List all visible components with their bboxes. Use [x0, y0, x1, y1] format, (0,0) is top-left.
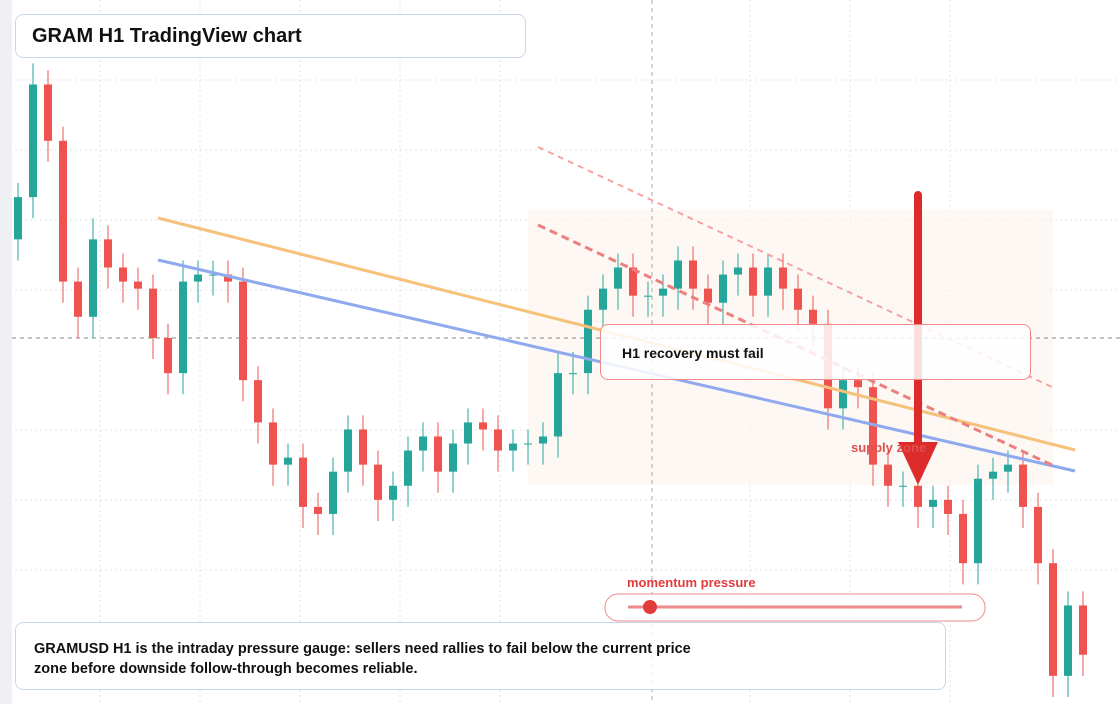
candle-body	[299, 457, 307, 507]
candle-body	[704, 288, 712, 303]
title: GRAM H1 TradingView chart	[15, 14, 526, 58]
candle-body	[719, 274, 727, 303]
candle-body	[839, 380, 847, 409]
candle-body	[194, 274, 202, 282]
caption: GRAMUSD H1 is the intraday pressure gaug…	[15, 622, 946, 690]
candle-body	[359, 429, 367, 465]
candle-body	[689, 260, 697, 289]
candle-body	[854, 380, 862, 388]
candle-body	[884, 464, 892, 486]
candle-body	[569, 373, 577, 375]
candle-body	[179, 281, 187, 374]
candle-body	[434, 436, 442, 472]
candle-body	[539, 436, 547, 444]
candle-body	[989, 471, 997, 479]
candle-body	[494, 429, 502, 451]
candle-body	[164, 337, 172, 374]
candle-body	[209, 274, 217, 276]
candle-body	[974, 478, 982, 564]
caption-text: GRAMUSD H1 is the intraday pressure gaug…	[34, 641, 691, 677]
candle-body	[914, 485, 922, 507]
candle-body	[149, 288, 157, 338]
candle-body	[644, 295, 652, 297]
candle-body	[29, 84, 37, 198]
gauge-knob	[643, 600, 657, 614]
candle-body	[1034, 506, 1042, 564]
candle-body	[89, 239, 97, 317]
candle-body	[389, 485, 397, 500]
candle-body	[104, 239, 112, 268]
candle-body	[254, 380, 262, 423]
candle-body	[1079, 605, 1087, 655]
candle-body	[659, 288, 667, 296]
candle-body	[554, 373, 562, 437]
candle-body	[509, 443, 517, 451]
candle-body	[59, 140, 67, 282]
candle-body	[419, 436, 427, 451]
candle-body	[524, 443, 532, 445]
annotation: supply zone	[851, 440, 926, 455]
candle-body	[269, 422, 277, 465]
annotation: momentum pressure	[627, 575, 756, 590]
candle-body	[764, 267, 772, 296]
annotation: H1 recovery must fail	[600, 324, 1031, 380]
candle-body	[119, 267, 127, 282]
candle-body	[479, 422, 487, 430]
candle-body	[614, 267, 622, 289]
candle-body	[929, 499, 937, 507]
candle-body	[14, 197, 22, 240]
candle-body	[584, 309, 592, 374]
candle-body	[779, 267, 787, 289]
candle-body	[599, 288, 607, 310]
candle-body	[794, 288, 802, 310]
candle-body	[1049, 563, 1057, 676]
candle-body	[134, 281, 142, 289]
candle-body	[899, 485, 907, 487]
candle-body	[374, 464, 382, 500]
candle-body	[944, 499, 952, 514]
candle-body	[1064, 605, 1072, 676]
candle-body	[344, 429, 352, 472]
candle-body	[44, 84, 52, 141]
candles	[14, 63, 1087, 697]
candle-body	[1019, 464, 1027, 507]
candle-body	[1004, 464, 1012, 472]
candle-body	[959, 513, 967, 564]
candle-body	[314, 506, 322, 514]
candle-body	[239, 281, 247, 381]
candle-body	[449, 443, 457, 472]
candle-body	[629, 267, 637, 296]
left-edge	[0, 0, 12, 704]
candle-body	[749, 267, 757, 296]
candle-body	[329, 471, 337, 514]
candle-body	[404, 450, 412, 486]
candle-body	[734, 267, 742, 275]
arrow-head	[898, 442, 938, 485]
candle-body	[674, 260, 682, 289]
candle-body	[74, 281, 82, 317]
channel-line	[537, 223, 1053, 467]
candle-body	[809, 309, 817, 324]
candle-body	[224, 274, 232, 282]
candle-body	[464, 422, 472, 444]
candle-body	[284, 457, 292, 465]
